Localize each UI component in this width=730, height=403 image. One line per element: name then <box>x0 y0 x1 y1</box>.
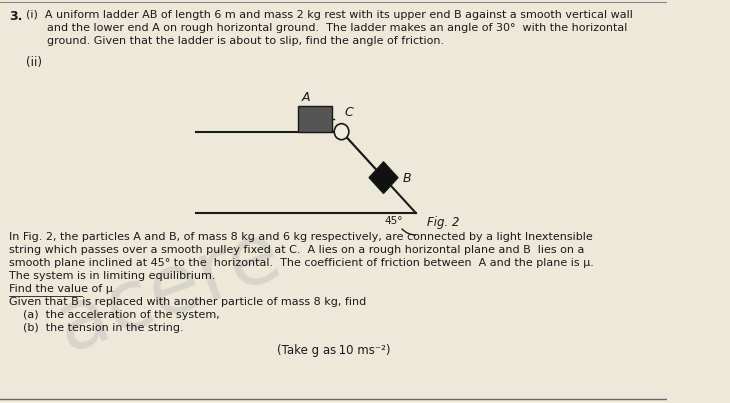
Text: (ii): (ii) <box>26 56 42 69</box>
Text: and the lower end A on rough horizontal ground.  The ladder makes an angle of 30: and the lower end A on rough horizontal … <box>26 23 627 33</box>
Text: Given that B is replaced with another particle of mass 8 kg, find: Given that B is replaced with another pa… <box>9 297 366 307</box>
Text: C: C <box>345 106 353 118</box>
Text: (a)  the acceleration of the system,: (a) the acceleration of the system, <box>9 310 220 320</box>
Bar <box>298 106 332 132</box>
Text: B: B <box>403 172 411 185</box>
Circle shape <box>334 124 349 140</box>
Text: smooth plane inclined at 45° to the  horizontal.  The coefficient of friction be: smooth plane inclined at 45° to the hori… <box>9 258 594 268</box>
Text: In Fig. 2, the particles A and B, of mass 8 kg and 6 kg respectively, are connec: In Fig. 2, the particles A and B, of mas… <box>9 232 593 242</box>
Polygon shape <box>369 162 398 194</box>
Text: ground. Given that the ladder is about to slip, find the angle of friction.: ground. Given that the ladder is about t… <box>26 36 444 46</box>
Text: Find the value of μ: Find the value of μ <box>9 284 113 294</box>
Text: 45°: 45° <box>385 216 403 226</box>
Text: string which passes over a smooth pulley fixed at C.  A lies on a rough horizont: string which passes over a smooth pulley… <box>9 245 585 255</box>
Text: Fig. 2: Fig. 2 <box>427 216 459 229</box>
Text: (i)  A uniform ladder AB of length 6 m and mass 2 kg rest with its upper end B a: (i) A uniform ladder AB of length 6 m an… <box>26 10 632 20</box>
Text: A: A <box>301 91 310 104</box>
Text: The system is in limiting equilibrium.: The system is in limiting equilibrium. <box>9 271 215 281</box>
Text: (b)  the tension in the string.: (b) the tension in the string. <box>9 323 184 333</box>
Text: (Take g as 10 ms⁻²): (Take g as 10 ms⁻²) <box>277 344 391 357</box>
Text: acere: acere <box>46 212 292 368</box>
Text: 3.: 3. <box>9 10 23 23</box>
